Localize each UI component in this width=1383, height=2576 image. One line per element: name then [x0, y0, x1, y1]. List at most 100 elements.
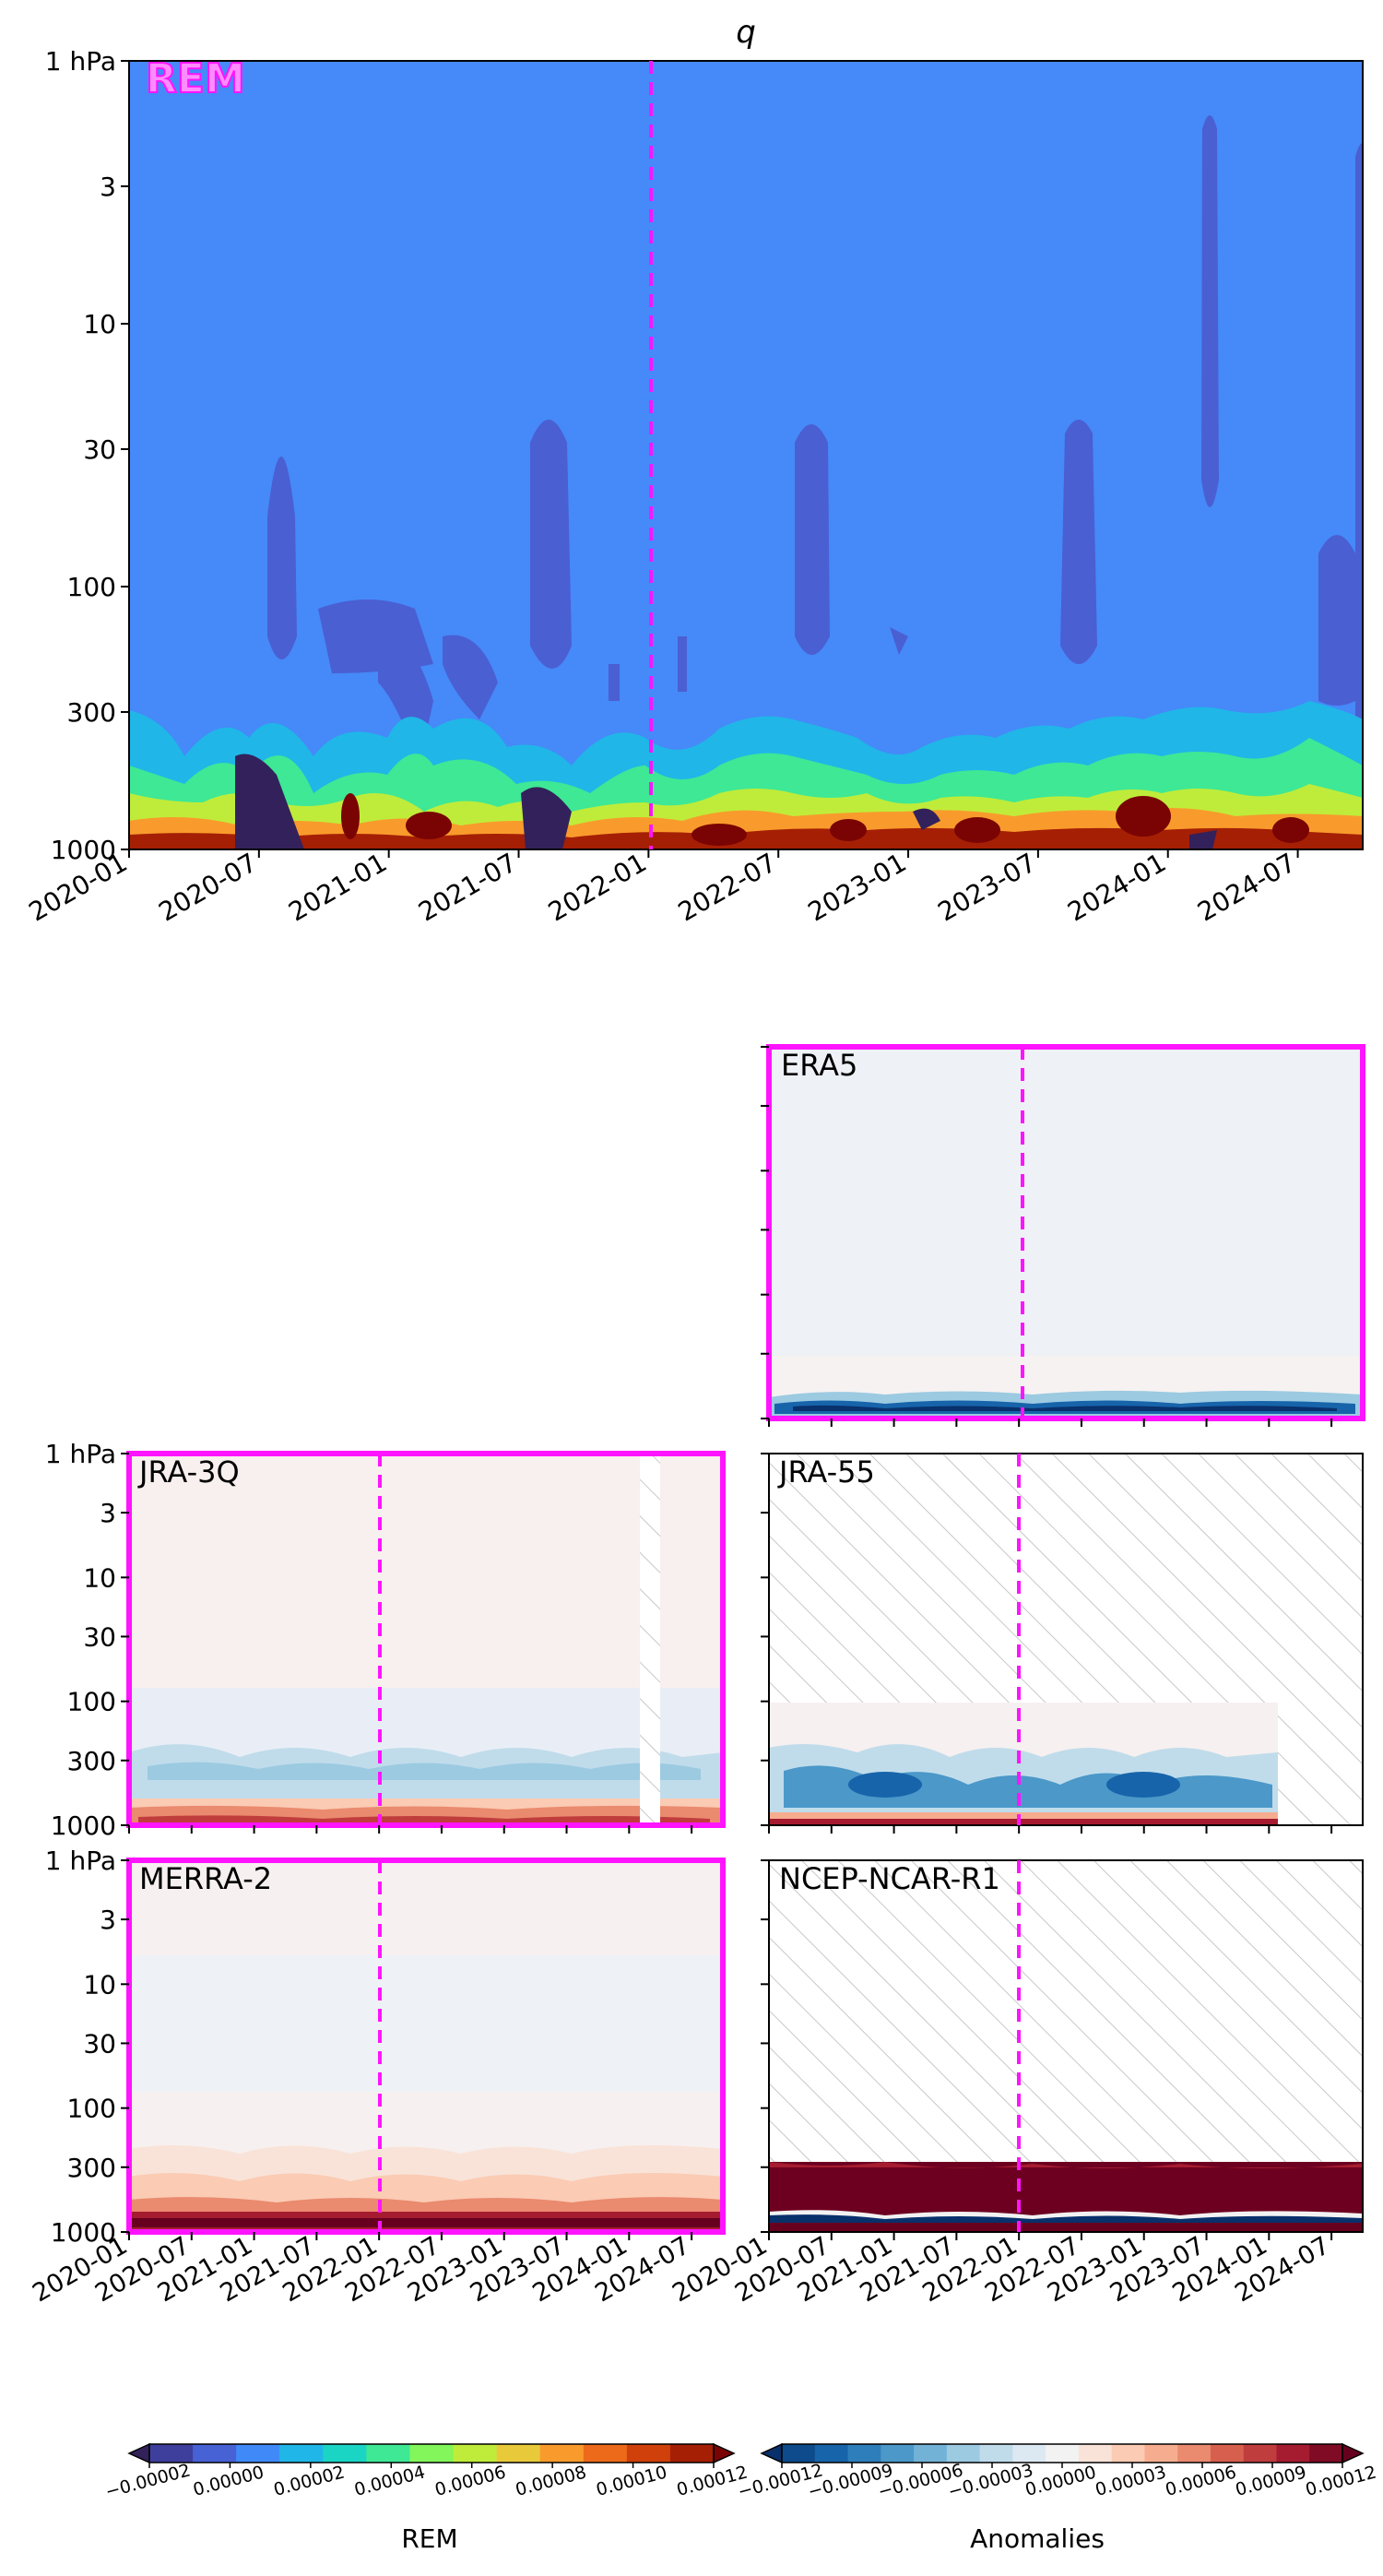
rem-colorbar-tick-label: 0.00004 [352, 2462, 428, 2500]
rem-colorbar-swatch [279, 2444, 324, 2463]
anomalies-colorbar-swatch [1276, 2444, 1310, 2463]
rem-y-axis: 1 hPa 3 10 30 100 300 1000 [45, 46, 129, 865]
anomalies-colorbar-swatch [1078, 2444, 1113, 2463]
merra2-ytick-label: 3 [100, 1905, 116, 1935]
rem-low-pockets [267, 115, 1363, 766]
rem-colorbar-swatch [193, 2444, 237, 2463]
anomalies-colorbar-swatch [1046, 2444, 1080, 2463]
rem-x-axis: 2020-01 2020-07 2021-01 2021-07 2022-01 2022-… [24, 847, 1301, 927]
anomalies-colorbar-swatch [1309, 2444, 1343, 2463]
rem-panel: q [24, 14, 1364, 928]
rem-colorbar-under [127, 2442, 150, 2464]
jra3q-ytick-label: 1 hPa [45, 1439, 116, 1469]
jra3q-ytick-label: 300 [67, 1746, 116, 1776]
era5-axis-ticks [761, 1046, 1333, 1427]
anomalies-colorbar-swatch [881, 2444, 915, 2463]
rem-xtick-label: 2021-07 [413, 847, 522, 927]
rem-colorbar-swatch [626, 2444, 671, 2463]
anomalies-colorbar-swatch [1210, 2444, 1245, 2463]
rem-xtick-label: 2022-01 [543, 847, 652, 927]
rem-xtick-label: 2023-01 [803, 847, 912, 927]
rem-colorbar-swatch [323, 2444, 367, 2463]
anomalies-colorbar-tick-label: 0.00003 [1093, 2462, 1169, 2500]
rem-ytick-label: 100 [67, 572, 116, 602]
rem-colorbar-tick-label: 0.00008 [514, 2462, 589, 2500]
anomalies-colorbar-swatch [782, 2444, 816, 2463]
anomalies-colorbar-swatch [1111, 2444, 1145, 2463]
rem-colorbar-swatch [236, 2444, 280, 2463]
anomalies-colorbar-swatch [1177, 2444, 1212, 2463]
jra3q-ytick-label: 30 [83, 1621, 116, 1652]
rem-negative-pockets [235, 754, 1217, 849]
jra3q-ytick-label: 100 [67, 1687, 116, 1717]
jra3q-ytick-label: 3 [100, 1498, 116, 1528]
merra2-ytick-label: 1000 [51, 2217, 116, 2248]
rem-colorbar-swatch [149, 2444, 194, 2463]
jra55-panel: JRA-55 [761, 1453, 1364, 1834]
rem-colorbar-tick-label: 0.00002 [272, 2462, 348, 2500]
anomalies-colorbar-swatch [1144, 2444, 1178, 2463]
jra55-axis-ticks [761, 1453, 1333, 1834]
rem-colorbar-swatch [409, 2444, 455, 2463]
anomalies-colorbar-tick-label: 0.00006 [1164, 2462, 1239, 2500]
jra3q-ytick-label: 10 [83, 1562, 116, 1593]
jra3q-panel-label: JRA-3Q [137, 1454, 240, 1490]
rem-colorbar-swatch [366, 2444, 410, 2463]
rem-colorbar-swatch [496, 2444, 541, 2463]
ncep-panel-label: NCEP-NCAR-R1 [779, 1861, 1000, 1896]
jra3q-axis-ticks: 1 hPa 3 10 30 100 300 1000 [45, 1439, 693, 1841]
rem-colorbar-tick-label: 0.00000 [191, 2462, 266, 2500]
merra2-ytick-label: 1 hPa [45, 1846, 116, 1876]
rem-xtick-label: 2021-01 [283, 847, 392, 927]
rem-boundary-red [129, 827, 1363, 849]
rem-colorbar-tick-label: −0.00002 [103, 2460, 193, 2502]
anomalies-colorbar: −0.00012−0.00009−0.00006−0.000030.000000… [736, 2442, 1379, 2554]
era5-panel: ERA5 [761, 1044, 1365, 1427]
rem-ytick-label: 10 [83, 309, 116, 339]
anomalies-colorbar-swatch [1243, 2444, 1277, 2463]
ncep-panel: NCEP-NCAR-R1 2020-012020-072021-012021-0… [668, 1859, 1364, 2308]
rem-xtick-label: 2024-07 [1192, 847, 1301, 927]
anomalies-colorbar-swatch [946, 2444, 981, 2463]
rem-colorbar-swatch [583, 2444, 628, 2463]
anomalies-colorbar-swatch [847, 2444, 881, 2463]
rem-colorbar-swatch [539, 2444, 585, 2463]
rem-panel-label: REM [146, 55, 245, 102]
jra3q-missing-data [640, 1454, 660, 1825]
anomalies-colorbar-swatch [914, 2444, 948, 2463]
anomalies-colorbar-tick-label: 0.00012 [1304, 2462, 1379, 2500]
rem-colorbar-label: REM [401, 2523, 457, 2554]
rem-colorbar-tick-label: 0.00010 [594, 2462, 669, 2500]
jra3q-panel: JRA-3Q 1 hPa 3 10 30 100 300 1000 [45, 1439, 726, 1841]
rem-xtick-label: 2020-07 [154, 847, 263, 927]
anomalies-colorbar-tick-label: 0.00009 [1234, 2462, 1309, 2500]
anomalies-colorbar-swatch [1012, 2444, 1046, 2463]
rem-xtick-label: 2024-01 [1062, 847, 1171, 927]
anomalies-colorbar-tick-label: 0.00000 [1023, 2462, 1099, 2500]
rem-max-pockets [341, 793, 1309, 846]
rem-xtick-label: 2022-07 [673, 847, 782, 927]
rem-ytick-label: 3 [100, 172, 116, 202]
rem-colorbar-tick-label: 0.00006 [432, 2462, 508, 2500]
jra55-panel-label: JRA-55 [777, 1454, 875, 1490]
anomalies-colorbar-over [1342, 2442, 1365, 2464]
anomalies-colorbar-under [760, 2442, 783, 2464]
merra2-ytick-label: 300 [67, 2153, 116, 2183]
merra2-panel: MERRA-2 1 hPa3103010030010002020-012020-… [28, 1846, 726, 2308]
merra2-ytick-label: 10 [83, 1969, 116, 2000]
rem-ytick-label: 1 hPa [45, 46, 116, 77]
rem-ytick-label: 30 [83, 434, 116, 465]
rem-colorbar-swatch [453, 2444, 498, 2463]
rem-xtick-label: 2023-07 [933, 847, 1042, 927]
rem-colorbar-swatch [669, 2444, 715, 2463]
merra2-ytick-label: 100 [67, 2094, 116, 2124]
rem-ytick-label: 1000 [51, 835, 116, 865]
rem-colorbar-over [713, 2442, 736, 2464]
anomalies-colorbar-swatch [814, 2444, 849, 2463]
merra2-panel-label: MERRA-2 [139, 1861, 272, 1896]
anomalies-colorbar-swatch [979, 2444, 1013, 2463]
jra3q-ytick-label: 1000 [51, 1810, 116, 1841]
rem-ytick-label: 300 [67, 697, 116, 728]
